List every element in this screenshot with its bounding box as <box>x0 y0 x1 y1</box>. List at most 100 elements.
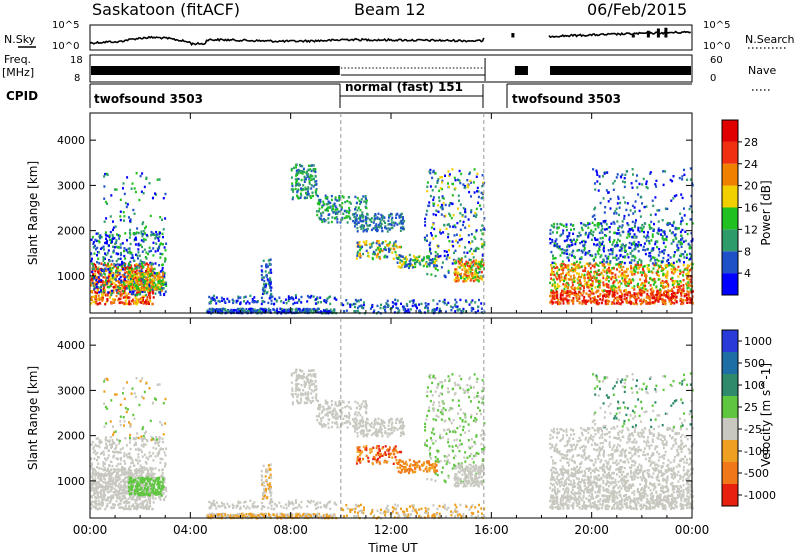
power-echo <box>643 205 646 209</box>
power-echo <box>642 284 645 287</box>
power-echo <box>136 281 139 284</box>
power-echo <box>554 256 557 260</box>
power-echo <box>604 219 607 223</box>
power-echo <box>662 285 665 288</box>
power-echo <box>634 221 637 225</box>
power-echo <box>263 283 265 286</box>
power-echo <box>631 249 634 253</box>
power-echo <box>664 170 667 173</box>
power-echo <box>365 249 368 253</box>
power-echo <box>617 281 620 285</box>
power-echo <box>616 302 618 305</box>
power-echo <box>594 188 597 191</box>
power-echo <box>261 300 264 303</box>
power-echo <box>94 265 97 269</box>
power-echo <box>125 297 128 300</box>
power-echo <box>469 270 472 274</box>
power-echo <box>601 260 604 264</box>
power-echo <box>418 255 421 258</box>
power-echo <box>425 255 428 258</box>
power-echo <box>328 310 331 313</box>
power-echo <box>470 195 472 198</box>
power-echo <box>661 219 664 222</box>
power-echo <box>362 252 364 256</box>
power-echo <box>480 275 483 278</box>
power-echo <box>464 274 467 277</box>
power-echo <box>120 269 123 272</box>
power-echo <box>149 261 152 265</box>
power-echo <box>595 171 598 174</box>
power-echo <box>442 300 445 304</box>
power-echo <box>364 215 367 219</box>
power-echo <box>97 232 100 235</box>
station-title: Saskatoon (fitACF) <box>92 0 241 19</box>
power-echo <box>127 271 129 274</box>
power-echo <box>585 262 588 265</box>
power-echo <box>409 258 412 261</box>
power-echo <box>359 252 361 255</box>
power-echo <box>559 263 562 266</box>
power-echo <box>109 267 112 270</box>
power-echo <box>157 249 159 252</box>
power-echo <box>402 262 405 265</box>
power-echo <box>633 302 636 306</box>
velocity-echo <box>148 505 150 509</box>
power-echo <box>366 224 369 227</box>
power-echo <box>640 243 642 247</box>
power-echo <box>638 230 641 233</box>
power-echo <box>290 167 293 171</box>
power-echo <box>125 248 128 252</box>
power-echo <box>686 272 689 275</box>
power-echo <box>104 263 107 267</box>
power-echo <box>464 273 467 276</box>
power-echo <box>670 262 673 265</box>
power-echo <box>142 266 145 269</box>
power-echo <box>623 177 626 180</box>
power-echo <box>110 263 113 266</box>
power-echo <box>228 299 231 303</box>
power-echo <box>150 283 153 286</box>
y-tick-label: 4000 <box>57 134 85 147</box>
power-echo <box>330 194 333 198</box>
power-echo <box>596 243 599 246</box>
power-echo <box>386 244 389 247</box>
power-echo <box>591 282 594 285</box>
power-echo <box>650 270 653 273</box>
power-echo <box>91 257 93 260</box>
power-echo <box>262 286 265 289</box>
power-echo <box>640 261 643 264</box>
power-echo <box>573 292 576 295</box>
power-echo <box>362 227 365 230</box>
power-echo <box>267 282 270 285</box>
power-echo <box>621 268 623 272</box>
power-echo <box>582 269 585 272</box>
power-echo <box>463 273 466 276</box>
power-echo <box>437 246 440 249</box>
power-echo <box>122 187 124 190</box>
velocity-echo <box>96 496 99 500</box>
power-echo <box>357 206 360 209</box>
power-echo <box>90 279 93 282</box>
power-echo <box>477 195 480 199</box>
power-echo <box>472 307 475 311</box>
power-echo <box>238 310 241 313</box>
power-echo <box>584 231 587 235</box>
power-echo <box>161 287 164 290</box>
power-echo <box>473 191 476 194</box>
power-echo <box>362 240 365 244</box>
power-echo <box>566 245 568 248</box>
power-echo <box>334 216 337 220</box>
power-echo <box>100 262 103 265</box>
power-echo <box>158 272 161 275</box>
power-echo <box>391 301 394 304</box>
power-echo <box>598 295 601 298</box>
power-echo <box>127 269 130 272</box>
power-echo <box>342 212 345 215</box>
power-echo <box>661 297 664 301</box>
power-echo <box>400 212 403 216</box>
power-echo <box>456 305 459 308</box>
power-echo <box>261 288 264 291</box>
power-echo <box>442 202 445 205</box>
power-echo <box>150 265 153 268</box>
